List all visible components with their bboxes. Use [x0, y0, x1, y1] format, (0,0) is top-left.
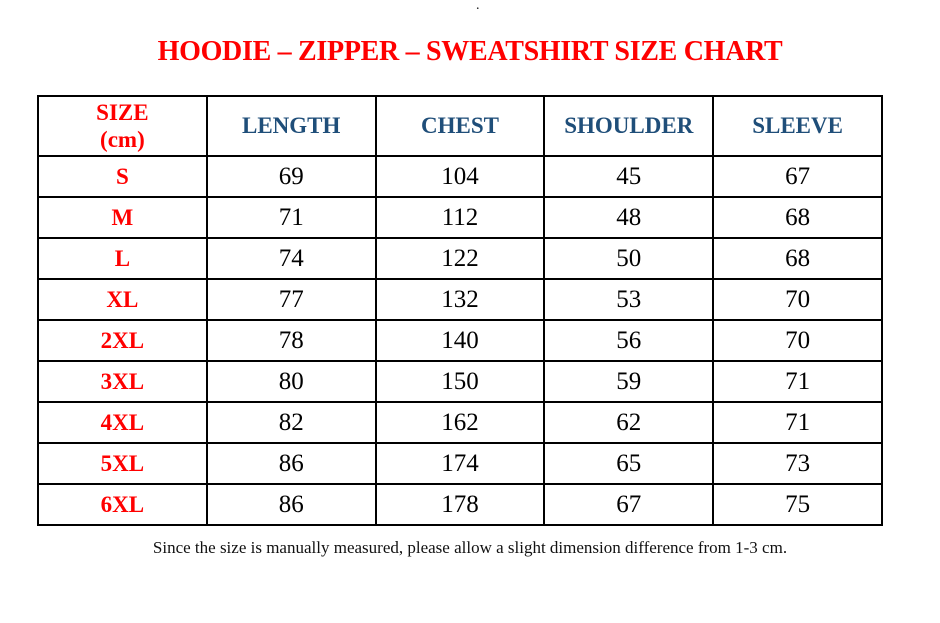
- size-label: S: [37, 155, 208, 198]
- length-value: 82: [205, 401, 377, 444]
- table-row: 5XL 86 174 65 73: [37, 442, 883, 485]
- table-row: 2XL 78 140 56 70: [37, 319, 883, 362]
- shoulder-value: 53: [543, 278, 715, 321]
- length-value: 80: [205, 360, 377, 403]
- sleeve-value: 75: [712, 483, 883, 526]
- header-size-line1: SIZE: [96, 100, 149, 125]
- sleeve-value: 73: [712, 442, 883, 485]
- header-chest-cell: CHEST: [374, 95, 546, 157]
- sleeve-value: 68: [712, 196, 883, 239]
- length-value: 69: [205, 155, 377, 198]
- chest-value: 112: [374, 196, 546, 239]
- table-row: 4XL 82 162 62 71: [37, 401, 883, 444]
- sleeve-value: 71: [712, 360, 883, 403]
- chest-value: 162: [374, 401, 546, 444]
- size-label: L: [37, 237, 208, 280]
- header-sleeve-cell: SLEEVE: [712, 95, 883, 157]
- shoulder-value: 62: [543, 401, 715, 444]
- shoulder-value: 56: [543, 319, 715, 362]
- shoulder-value: 67: [543, 483, 715, 526]
- chest-value: 132: [374, 278, 546, 321]
- shoulder-value: 45: [543, 155, 715, 198]
- length-value: 71: [205, 196, 377, 239]
- chest-value: 140: [374, 319, 546, 362]
- size-chart-table: SIZE (cm) LENGTH CHEST SHOULDER SLEEVE S…: [37, 95, 883, 526]
- sleeve-value: 71: [712, 401, 883, 444]
- table-row: 6XL 86 178 67 75: [37, 483, 883, 526]
- shoulder-value: 48: [543, 196, 715, 239]
- header-size-line2: (cm): [100, 127, 145, 152]
- shoulder-value: 59: [543, 360, 715, 403]
- table-row: L 74 122 50 68: [37, 237, 883, 280]
- size-label: M: [37, 196, 208, 239]
- chest-value: 122: [374, 237, 546, 280]
- size-label: 6XL: [37, 483, 208, 526]
- length-value: 86: [205, 483, 377, 526]
- header-size-cell: SIZE (cm): [37, 95, 208, 157]
- table-row: XL 77 132 53 70: [37, 278, 883, 321]
- length-value: 74: [205, 237, 377, 280]
- size-label: 4XL: [37, 401, 208, 444]
- size-label: XL: [37, 278, 208, 321]
- table-row: S 69 104 45 67: [37, 155, 883, 198]
- shoulder-value: 65: [543, 442, 715, 485]
- chest-value: 150: [374, 360, 546, 403]
- size-label: 3XL: [37, 360, 208, 403]
- shoulder-value: 50: [543, 237, 715, 280]
- length-value: 86: [205, 442, 377, 485]
- header-length-cell: LENGTH: [205, 95, 377, 157]
- chest-value: 104: [374, 155, 546, 198]
- sleeve-value: 70: [712, 319, 883, 362]
- sleeve-value: 70: [712, 278, 883, 321]
- size-label: 2XL: [37, 319, 208, 362]
- stray-dot-mark: .: [476, 0, 480, 13]
- length-value: 78: [205, 319, 377, 362]
- table-row: 3XL 80 150 59 71: [37, 360, 883, 403]
- sleeve-value: 67: [712, 155, 883, 198]
- chest-value: 174: [374, 442, 546, 485]
- chest-value: 178: [374, 483, 546, 526]
- size-label: 5XL: [37, 442, 208, 485]
- sleeve-value: 68: [712, 237, 883, 280]
- table-row: M 71 112 48 68: [37, 196, 883, 239]
- table-header-row: SIZE (cm) LENGTH CHEST SHOULDER SLEEVE: [37, 95, 883, 157]
- page-title: HOODIE – ZIPPER – SWEATSHIRT SIZE CHART: [157, 36, 783, 67]
- header-shoulder-cell: SHOULDER: [543, 95, 715, 157]
- measurement-disclaimer: Since the size is manually measured, ple…: [152, 538, 788, 557]
- length-value: 77: [205, 278, 377, 321]
